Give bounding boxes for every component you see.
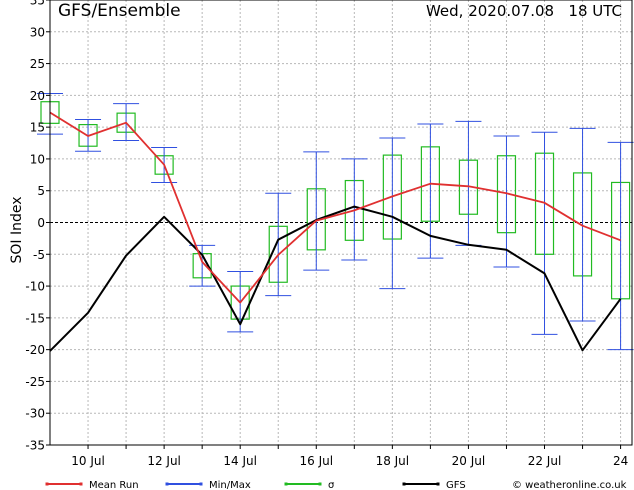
legend-label: Mean Run: [89, 480, 139, 490]
legend-marker: [402, 482, 406, 486]
y-tick-label: -25: [25, 375, 45, 389]
y-tick-label: 30: [30, 25, 45, 39]
x-tick-label: 14 Jul: [223, 454, 257, 468]
y-tick-label: 0: [37, 216, 45, 230]
legend-label: σ: [328, 480, 335, 490]
x-tick-label: 22 Jul: [528, 454, 562, 468]
y-tick-label: -20: [25, 343, 45, 357]
legend-marker: [436, 482, 440, 486]
legend-label: Min/Max: [209, 480, 251, 490]
y-tick-label: -5: [33, 248, 45, 262]
legend-marker: [79, 482, 83, 486]
chart-subtitle: Wed, 2020.07.08 18 UTC: [426, 2, 622, 20]
y-tick-label: -15: [25, 311, 45, 325]
x-tick-label: 18 Jul: [376, 454, 410, 468]
y-tick-label: 10: [30, 152, 45, 166]
y-axis-label: SOI Index: [9, 196, 25, 263]
y-tick-label: 25: [30, 57, 45, 71]
x-tick-label: 20 Jul: [452, 454, 486, 468]
x-tick-label: 10 Jul: [71, 454, 105, 468]
y-tick-label: 35: [30, 0, 45, 8]
x-tick-label: 16 Jul: [299, 454, 333, 468]
x-ticks-layer: 10 Jul 12 Jul 14 Jul 16 Jul 18 Jul 20 Jul 22 J…: [71, 445, 628, 468]
x-tick-label: 12 Jul: [147, 454, 181, 468]
legend-marker: [165, 482, 169, 486]
y-tick-label: -30: [25, 407, 45, 421]
credit-text: © weatheronline.co.uk: [512, 480, 627, 490]
x-tick-label: 24: [613, 454, 628, 468]
mean-run-line: [49, 111, 621, 304]
y-tick-label: 15: [30, 121, 45, 135]
gfs-line: [49, 205, 622, 352]
legend-marker: [318, 482, 322, 486]
legend-label: GFS: [446, 480, 466, 490]
y-tick-label: 20: [30, 89, 45, 103]
legend: Mean Run Min/Max σ GFS: [45, 480, 466, 490]
y-tick-label: -10: [25, 280, 45, 294]
y-tick-label: 5: [37, 184, 45, 198]
series-lines-layer: [49, 111, 622, 352]
chart-title: GFS/Ensemble: [58, 1, 181, 21]
y-tick-label: -35: [25, 439, 45, 453]
y-ticks-layer: 35 30 25 20 15 10 5 0 -5 -10 -15 -20 -25 -30 -35: [25, 0, 50, 453]
legend-marker: [199, 482, 203, 486]
legend-marker: [45, 482, 49, 486]
legend-marker: [284, 482, 288, 486]
